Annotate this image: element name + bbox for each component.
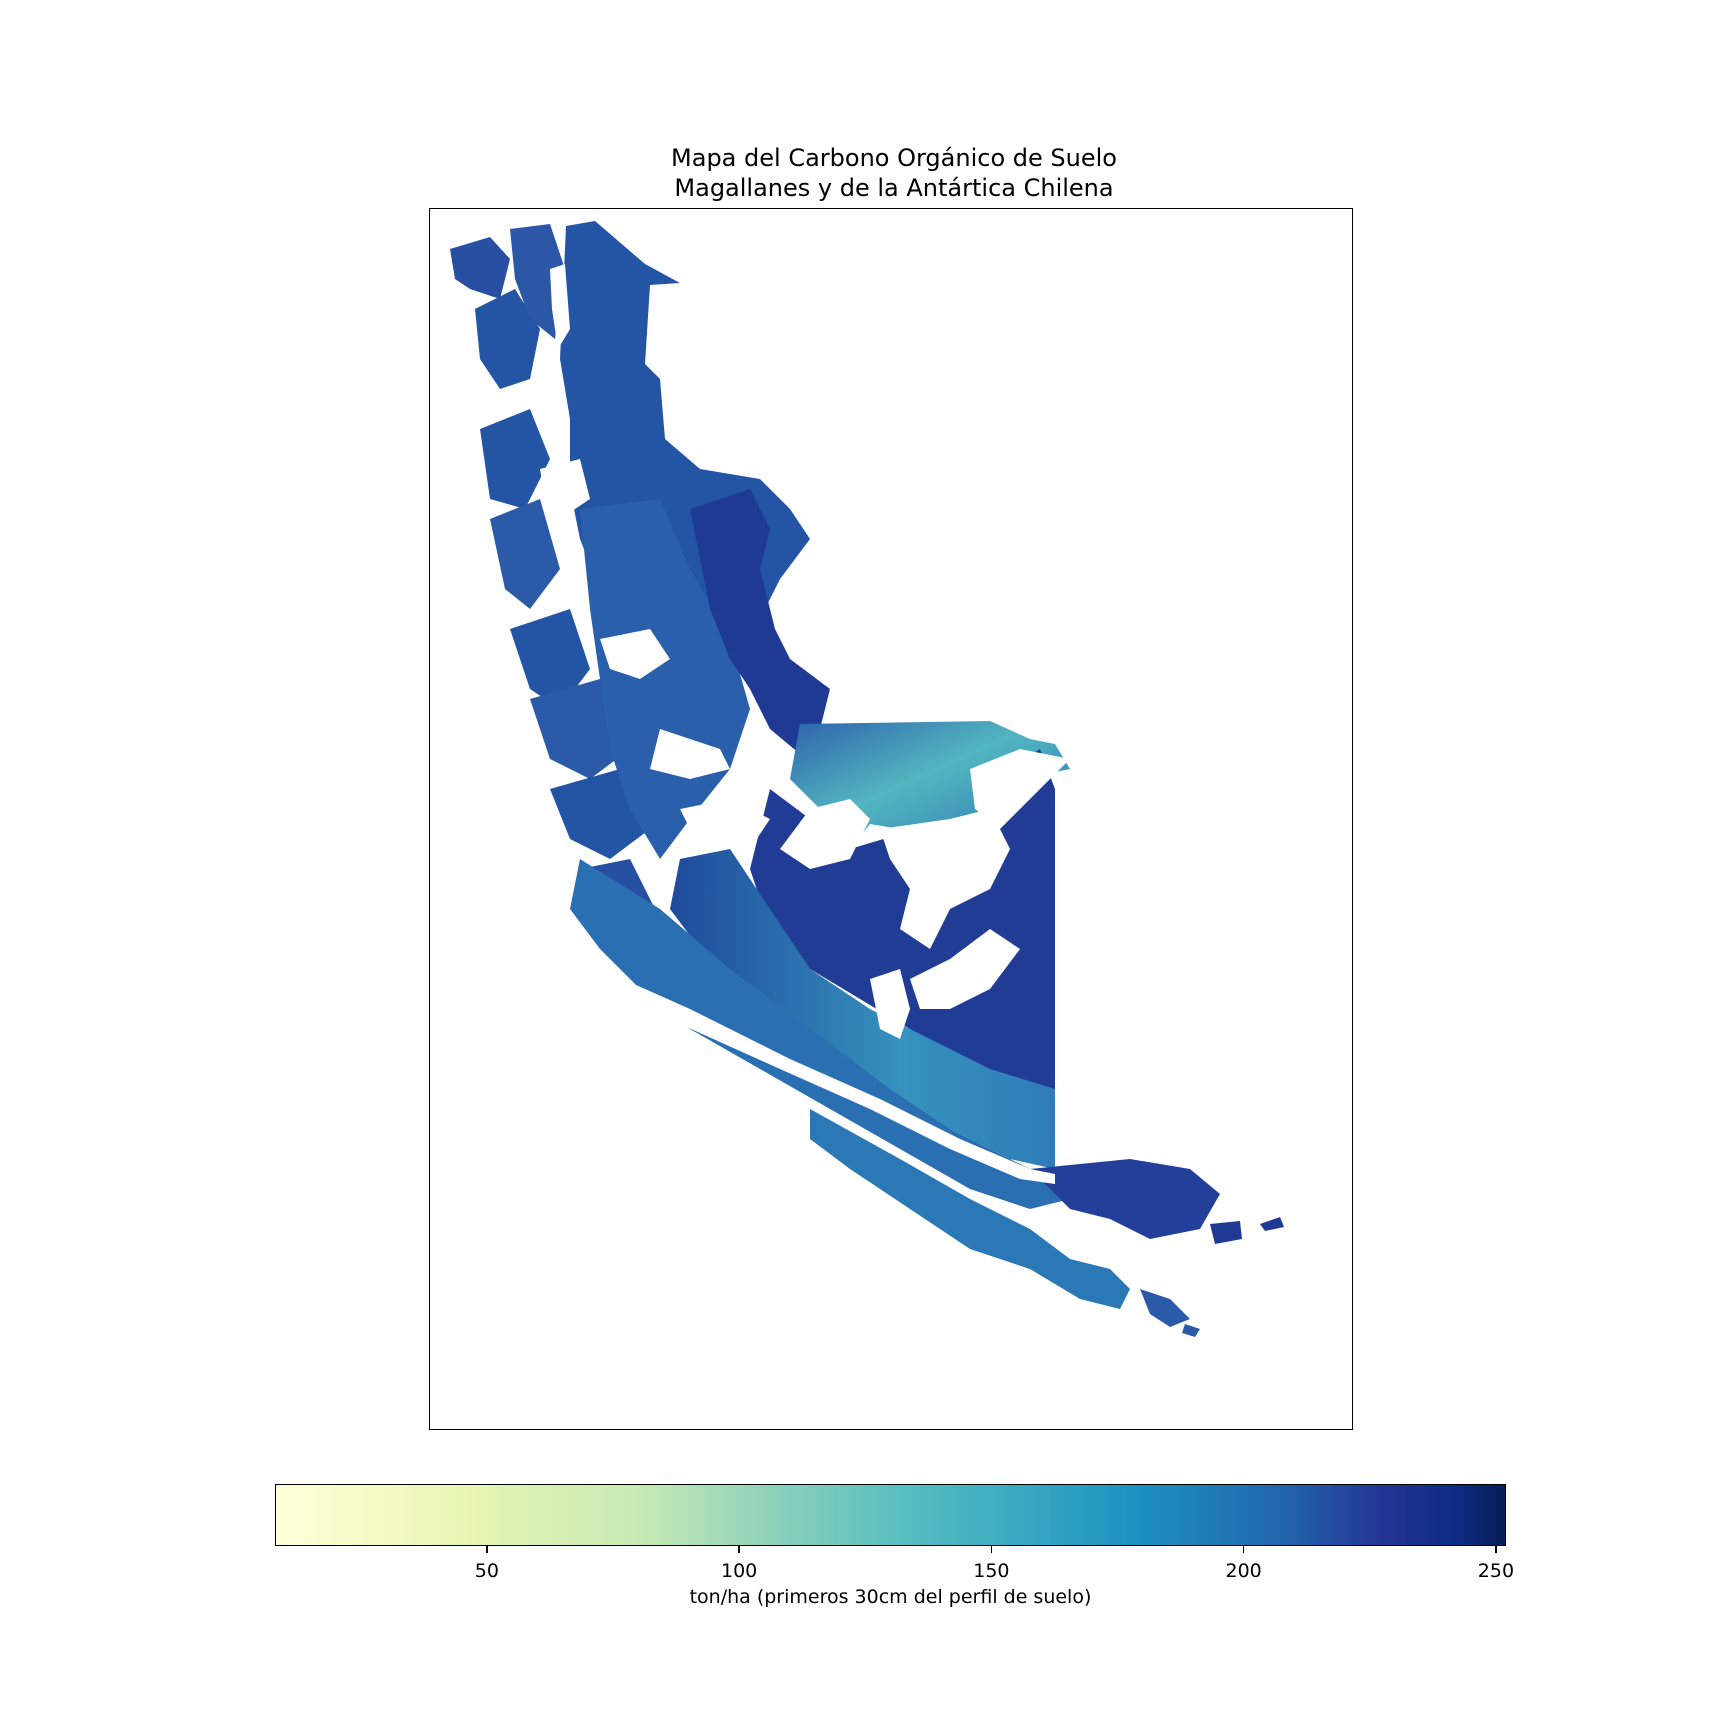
colorbar-tick-mark [1242,1546,1245,1553]
map-title-line2: Magallanes y de la Antártica Chilena [674,174,1114,202]
colorbar-tick-mark [486,1546,488,1553]
colorbar-label: ton/ha (primeros 30cm del perfil de suel… [689,1586,1092,1608]
colorbar-tick-label: 200 [1225,1560,1262,1582]
colorbar [275,1484,1506,1546]
colorbar-tick-label: 100 [721,1560,758,1582]
map-frame [429,208,1353,1430]
channel-fjord-5 [550,264,570,349]
region-west-archipelago-1 [450,237,510,299]
region-eastern-tip [1260,1217,1284,1231]
colorbar-tick-label: 150 [973,1560,1010,1582]
channel-fjord-3 [600,629,670,679]
colorbar-tick-mark [738,1546,740,1553]
channel-fjord-4 [540,459,590,519]
channel-main-strait [595,969,1055,1184]
region-southern-islands [570,859,1070,1209]
region-tierra-del-fuego-east [1030,1159,1220,1239]
region-ultima-esperanza [690,489,830,754]
colorbar-tick-mark [1495,1546,1497,1553]
region-small-islet [1182,1324,1200,1337]
colorbar-tick-label: 50 [474,1560,499,1582]
channel-inlet-north [870,969,910,1039]
colorbar-tick-mark [990,1546,993,1553]
region-west-archipelago-2 [475,289,540,389]
channel-inlet-south [910,929,1020,1009]
channel-magellan-east [970,749,1070,829]
colorbar-tick-label: 250 [1477,1560,1515,1582]
soil-carbon-map [450,221,1284,1337]
region-west-archipelago-3 [510,224,565,339]
region-cape-horn-islands [1140,1289,1190,1327]
region-navarino [1210,1221,1242,1244]
region-west-archipelago-5 [490,499,560,609]
region-brunswick-peninsula [670,849,1055,1169]
channel-fjord-1 [650,729,730,779]
channel-fjord-2 [680,799,770,849]
channel-skyring-sound [880,809,1010,949]
region-west-archipelago-6 [510,609,590,709]
map-title-line1: Mapa del Carbono Orgánico de Suelo [671,144,1117,172]
region-tierra-del-fuego-south [810,1109,1130,1309]
region-west-archipelago-4 [480,409,550,509]
channel-otway-sound [780,799,870,869]
